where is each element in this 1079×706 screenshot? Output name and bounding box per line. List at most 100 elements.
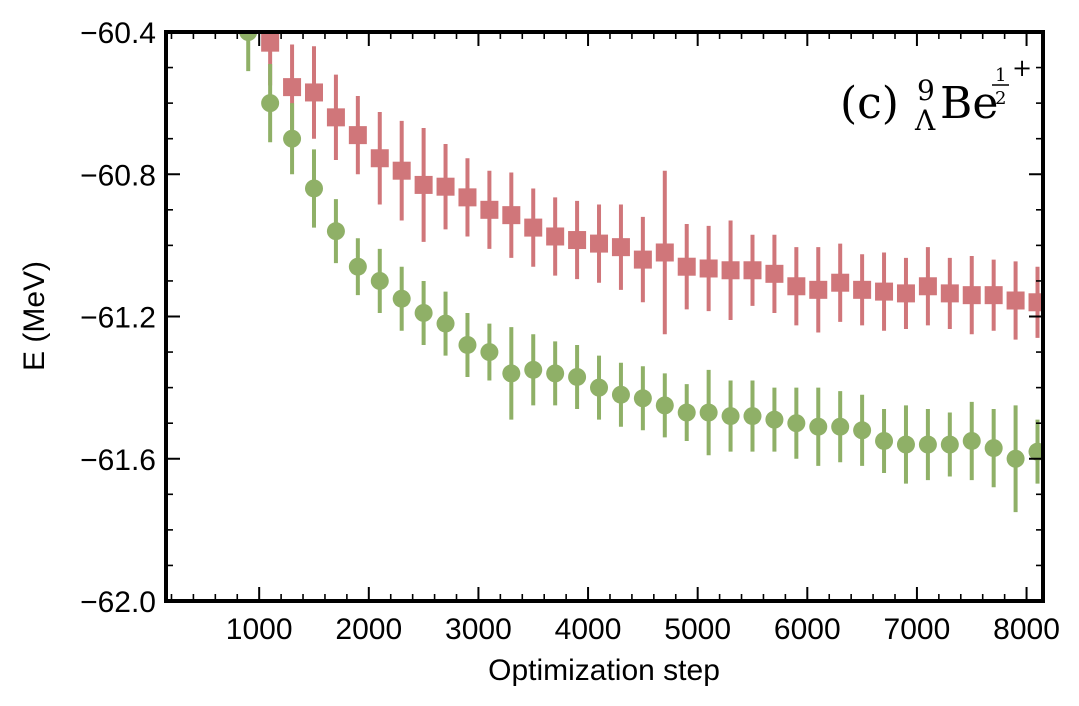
- red-square-point: [1028, 293, 1043, 312]
- red-square-point: [787, 277, 806, 296]
- annotation-subscript: Λ: [914, 104, 936, 137]
- green-circle-point: [896, 435, 915, 454]
- red-square-point: [590, 234, 609, 253]
- red-square-point: [699, 259, 718, 278]
- green-circle-point: [239, 32, 258, 41]
- annotation-spin-numerator: 1: [995, 65, 1006, 86]
- red-square-point: [611, 238, 630, 257]
- green-circle-point: [875, 431, 894, 450]
- x-tick-label: 3000: [445, 613, 512, 646]
- green-circle-point: [261, 94, 280, 113]
- red-square-point: [502, 206, 521, 225]
- plot-frame: [164, 30, 1045, 603]
- annotation-element: Be: [940, 78, 998, 129]
- green-circle-point: [524, 360, 543, 379]
- x-tick-label: 6000: [774, 613, 841, 646]
- green-circle-point: [831, 417, 850, 436]
- x-tick-label: 5000: [664, 613, 731, 646]
- red-square-point: [326, 108, 345, 127]
- red-square-point: [1006, 291, 1025, 310]
- green-circle-point: [743, 407, 762, 426]
- red-square-point: [743, 261, 762, 280]
- series-layer: [239, 32, 1043, 513]
- ticks-layer: 1000 2000 3000 4000 5000 6000 7000 8000 −62.0 −61…: [80, 17, 1060, 646]
- y-tick-label: −61.2: [80, 302, 156, 335]
- green-circle-point: [611, 385, 630, 404]
- red-square-point: [918, 277, 937, 296]
- red-square-point: [546, 227, 565, 246]
- panel-annotation: (c) 9 Λ Be 1 2 +: [840, 54, 1032, 137]
- red-square-point: [348, 126, 367, 145]
- green-circle-point: [304, 179, 323, 198]
- x-tick-label: 8000: [993, 613, 1060, 646]
- green-circle-point: [392, 289, 411, 308]
- green-circle-point: [918, 435, 937, 454]
- green-circle-point: [1006, 449, 1025, 468]
- red-square-point: [896, 284, 915, 303]
- x-tick-label: 2000: [335, 613, 402, 646]
- green-circle-point: [1028, 442, 1043, 461]
- green-circle-point: [962, 431, 981, 450]
- annotation-mass-number: 9: [917, 74, 935, 107]
- annotation-parity: +: [1012, 54, 1032, 82]
- red-square-point: [940, 284, 959, 303]
- red-square-point: [677, 257, 696, 276]
- green-circle-point: [458, 335, 477, 354]
- green-circle-point: [568, 367, 587, 386]
- red-square-point: [875, 282, 894, 301]
- red-square-point: [568, 231, 587, 250]
- x-tick-label: 1000: [226, 613, 293, 646]
- x-tick-label: 4000: [555, 613, 622, 646]
- red-square-point: [984, 286, 1003, 305]
- green-circle-point: [590, 378, 609, 397]
- green-circle-point: [326, 222, 345, 241]
- red-square-point: [436, 177, 455, 196]
- green-circle-point: [809, 417, 828, 436]
- red-square-point: [853, 280, 872, 299]
- green-circle-point: [414, 303, 433, 322]
- green-circle-point: [721, 407, 740, 426]
- green-circle-point: [480, 343, 499, 362]
- green-circle-point: [853, 421, 872, 440]
- red-square-point: [261, 33, 280, 52]
- green-circle-point: [502, 364, 521, 383]
- red-square-point: [633, 250, 652, 269]
- red-square-point: [655, 243, 674, 262]
- green-circle-point: [546, 364, 565, 383]
- x-tick-label: 7000: [884, 613, 951, 646]
- y-tick-label: −60.8: [80, 159, 156, 192]
- y-tick-label: −62.0: [80, 586, 156, 619]
- green-circle-point: [677, 403, 696, 422]
- red-square-point: [414, 175, 433, 194]
- red-square-point: [721, 261, 740, 280]
- red-square-point: [458, 188, 477, 207]
- x-axis-label: Optimization step: [488, 654, 720, 687]
- y-tick-label: −61.6: [80, 444, 156, 477]
- y-axis-label: E (MeV): [18, 261, 51, 371]
- red-square-point: [831, 273, 850, 292]
- green-circle-point: [283, 129, 302, 148]
- green-circle-point: [436, 314, 455, 333]
- plot-area: [239, 32, 1043, 513]
- green-circle-point: [348, 257, 367, 276]
- green-circle-point: [787, 414, 806, 433]
- red-square-point: [304, 83, 323, 102]
- green-circle-point: [655, 396, 674, 415]
- annotation-spin-denominator: 2: [995, 88, 1006, 109]
- annotation-panel-label: (c): [840, 78, 899, 129]
- green-circle-point: [765, 410, 784, 429]
- red-square-point: [283, 78, 302, 97]
- red-square-point: [524, 218, 543, 237]
- red-square-point: [962, 286, 981, 305]
- green-circle-point: [633, 389, 652, 408]
- red-square-point: [370, 149, 389, 168]
- green-circle-point: [984, 439, 1003, 458]
- red-square-point: [765, 264, 784, 283]
- green-circle-point: [370, 271, 389, 290]
- green-circle-point: [940, 435, 959, 454]
- red-square-point: [480, 200, 499, 219]
- red-square-point: [392, 161, 411, 180]
- y-tick-label: −60.4: [80, 17, 156, 50]
- green-circle-point: [699, 403, 718, 422]
